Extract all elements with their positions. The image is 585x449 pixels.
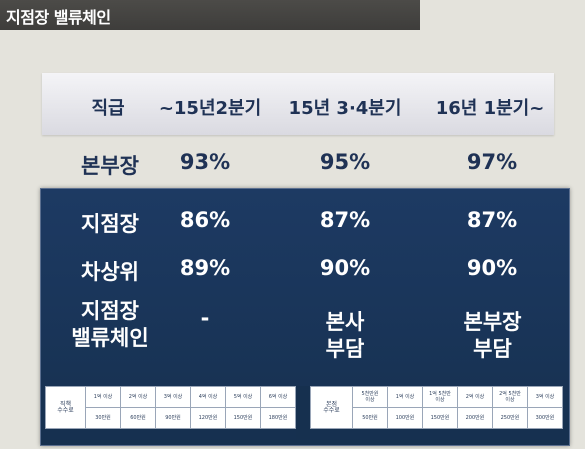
- fee-table-label: 본점 수수료: [310, 386, 353, 429]
- fee-amount: 120만원: [190, 407, 226, 429]
- fee-tier: 5억 이상: [225, 386, 261, 408]
- row-label-branch-value-chain: 지점장 밸류체인: [71, 299, 149, 350]
- table-separator: [296, 386, 310, 439]
- row-value: 본사 부담: [325, 310, 365, 361]
- fee-amount: 200만원: [457, 407, 493, 429]
- fee-amount: 90만원: [155, 407, 191, 429]
- row-value: 86%: [179, 208, 231, 232]
- row-label-branch-manager: 지점장: [81, 212, 139, 236]
- fee-table-label: 직책 수수료: [45, 386, 86, 429]
- fee-amount: 150만원: [422, 407, 458, 429]
- row-value: 90%: [466, 256, 518, 280]
- fee-amount: 60만원: [120, 407, 156, 429]
- header-period-1: ~15년2분기: [158, 98, 262, 119]
- fee-amount: 250만원: [492, 407, 528, 429]
- fee-amount: 180만원: [260, 407, 296, 429]
- fee-tier: 1억 이상: [387, 386, 423, 408]
- row-value: 87%: [466, 208, 518, 232]
- fee-amount: 50만원: [352, 407, 388, 429]
- row-value: -: [200, 306, 210, 330]
- fee-tier: 2억 5천만 이상: [492, 386, 528, 408]
- fee-amount: 150만원: [225, 407, 261, 429]
- fee-tier: 3억 이상: [527, 386, 563, 408]
- fee-amount: 30만원: [85, 407, 121, 429]
- header-period-3: 16년 1분기~: [435, 98, 545, 119]
- row-value: 90%: [319, 256, 371, 280]
- row-value: 본부장 부담: [463, 310, 522, 361]
- row-label-division-head: 본부장: [81, 154, 139, 178]
- header-period-2: 15년 3·4분기: [288, 98, 402, 119]
- page-title: 지점장 밸류체인: [6, 8, 111, 27]
- row-value: 97%: [466, 150, 518, 174]
- fee-amount: 300만원: [527, 407, 563, 429]
- fee-tier: 1억 이상: [85, 386, 121, 408]
- position-fee-table: 직책 수수료 1억 이상 2억 이상 3억 이상 4억 이상 5억 이상 6억 …: [45, 386, 296, 429]
- fee-tier: 5천만원 이상: [352, 386, 388, 408]
- fee-tier: 3억 이상: [155, 386, 191, 408]
- row-value: 87%: [319, 208, 371, 232]
- table-header-band: [42, 73, 554, 135]
- row-value: 89%: [179, 256, 231, 280]
- fee-tier: 4억 이상: [190, 386, 226, 408]
- row-value: 93%: [179, 150, 231, 174]
- fee-tier: 2억 이상: [457, 386, 493, 408]
- fee-tier: 6억 이상: [260, 386, 296, 408]
- title-bar: 지점장 밸류체인: [0, 0, 420, 30]
- fee-tier: 1억 5천만 이상: [422, 386, 458, 408]
- fee-tier: 2억 이상: [120, 386, 156, 408]
- head-office-fee-table: 본점 수수료 5천만원 이상 1억 이상 1억 5천만 이상 2억 이상 2억 …: [310, 386, 563, 429]
- fee-amount: 100만원: [387, 407, 423, 429]
- row-label-second-superior: 차상위: [81, 260, 139, 284]
- row-value: 95%: [319, 150, 371, 174]
- header-label: 직급: [91, 98, 125, 119]
